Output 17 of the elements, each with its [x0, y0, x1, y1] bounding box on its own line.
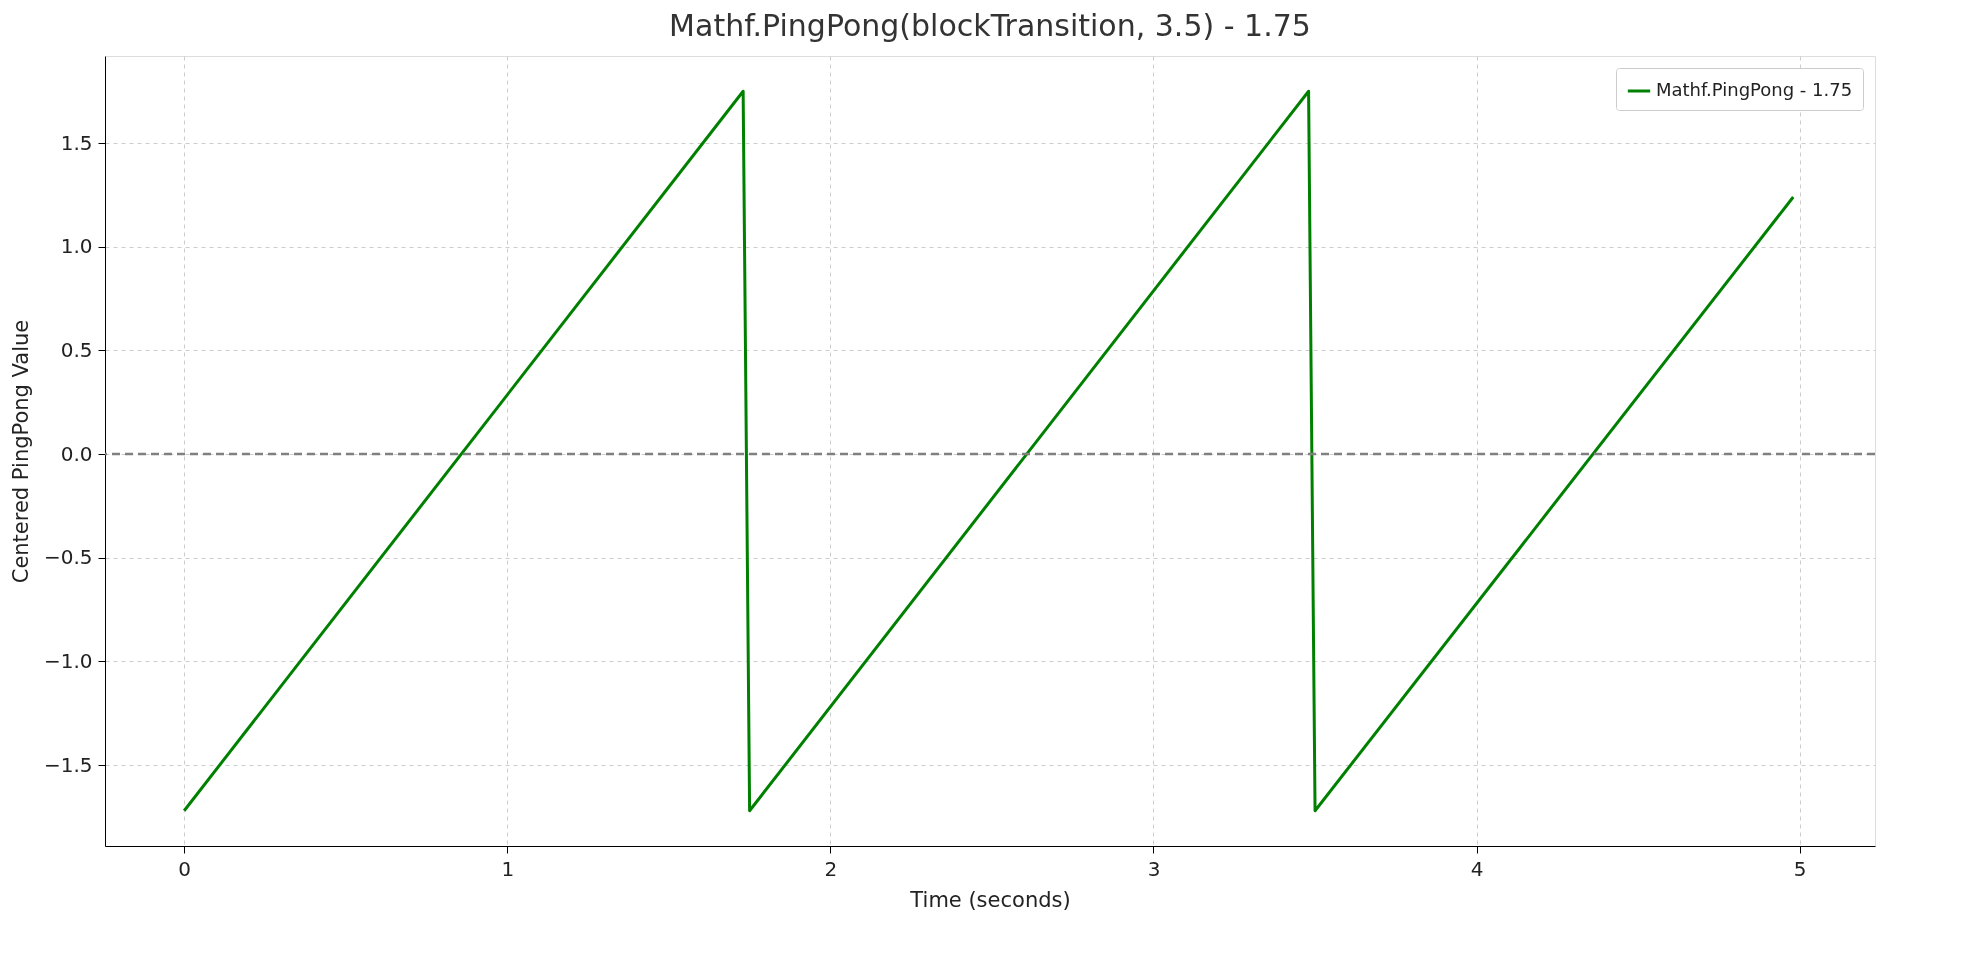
y-axis-title: Centered PingPong Value	[8, 319, 33, 584]
x-tick-label: 1	[501, 856, 515, 881]
chart-title: Mathf.PingPong(blockTransition, 3.5) - 1.75	[669, 8, 1311, 43]
y-tick-label: 0.0	[60, 441, 93, 466]
y-tick-label: −1.5	[43, 752, 93, 777]
y-tick-label: −0.5	[43, 545, 93, 570]
y-tick-label: 0.5	[60, 337, 93, 362]
y-tick-label: 1.0	[60, 234, 93, 259]
y-tick-label: −1.0	[43, 648, 93, 673]
y-tick-label: 1.5	[60, 130, 93, 155]
x-tick-label: 5	[1793, 856, 1807, 881]
x-tick-label: 3	[1147, 856, 1161, 881]
x-tick-label: 4	[1470, 856, 1484, 881]
legend-label: Mathf.PingPong - 1.75	[1656, 79, 1853, 100]
x-axis-title: Time (seconds)	[909, 887, 1071, 912]
x-tick-label: 2	[824, 856, 838, 881]
x-tick-label: 0	[178, 856, 192, 881]
